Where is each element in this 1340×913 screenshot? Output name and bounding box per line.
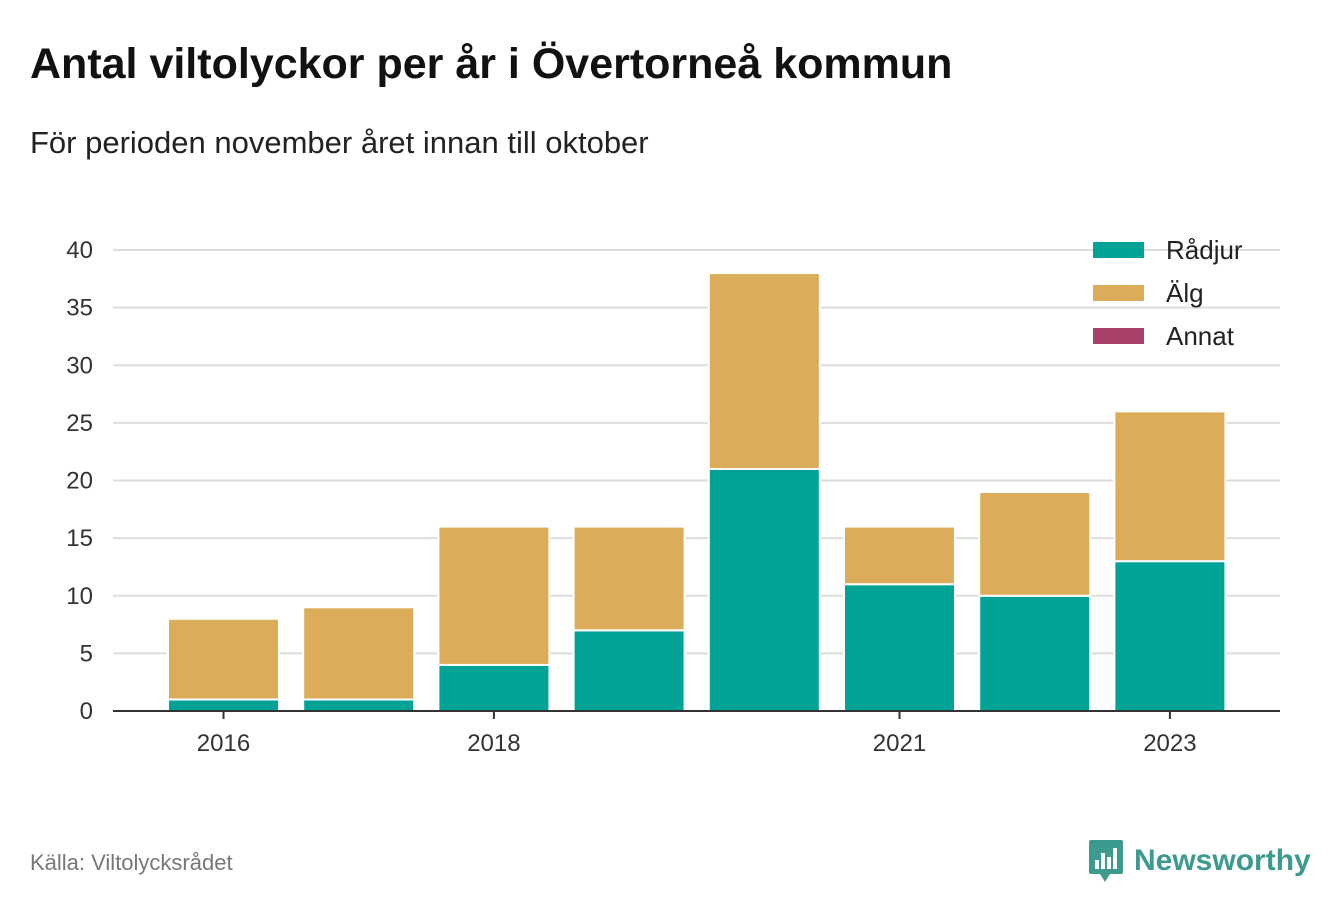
bar-chart-speech-bubble-icon [1089,840,1123,882]
chart-title: Antal viltolyckor per år i Övertorneå ko… [30,40,953,88]
source-note: Källa: Viltolycksrådet [30,850,233,875]
bar-segment [167,617,280,701]
x-tick-label: 2018 [467,730,520,757]
legend: Rådjur Älg Annat [1093,235,1243,351]
y-tick-label: 35 [66,295,93,322]
bar-segment [572,525,686,632]
bar-segment [437,663,551,713]
legend-swatch [1093,328,1144,344]
brand-name: Newsworthy [1134,844,1311,877]
legend-label: Annat [1166,321,1235,351]
grid-lines [113,249,1280,655]
y-tick-label: 0 [80,698,93,725]
bar-segment [843,583,956,712]
bar-segment [707,467,821,712]
y-tick-label: 15 [66,525,93,552]
x-tick-label: 2016 [197,730,250,757]
bar-segment [1113,560,1227,712]
x-tick-label: 2021 [873,730,926,757]
bar-segment [707,272,821,470]
x-axis-ticks: 2016 2018 2021 2023 [197,711,1197,757]
y-tick-label: 25 [66,410,93,437]
legend-swatch [1093,285,1144,301]
bar-segment [843,525,956,586]
y-tick-label: 5 [80,640,93,667]
y-tick-label: 40 [66,237,93,264]
legend-label: Älg [1166,278,1204,308]
bar-segment [572,629,686,713]
legend-swatch [1093,242,1144,258]
bars [167,272,1227,713]
bar-segment [978,594,1092,712]
bar-segment [167,698,280,712]
y-tick-label: 20 [66,468,93,495]
brand-logo: Newsworthy [1088,838,1311,884]
y-axis-ticks: 0 5 10 15 20 25 30 35 40 [66,237,93,725]
y-tick-label: 10 [66,583,93,610]
bar-segment [978,491,1092,597]
bar-segment [302,698,416,712]
bar-segment [1113,410,1227,563]
legend-label: Rådjur [1166,235,1243,265]
y-tick-label: 30 [66,352,93,379]
bar-segment [302,606,416,701]
chart-subtitle: För perioden november året innan till ok… [30,125,649,160]
bar-segment [437,525,551,666]
x-tick-label: 2023 [1143,730,1196,757]
